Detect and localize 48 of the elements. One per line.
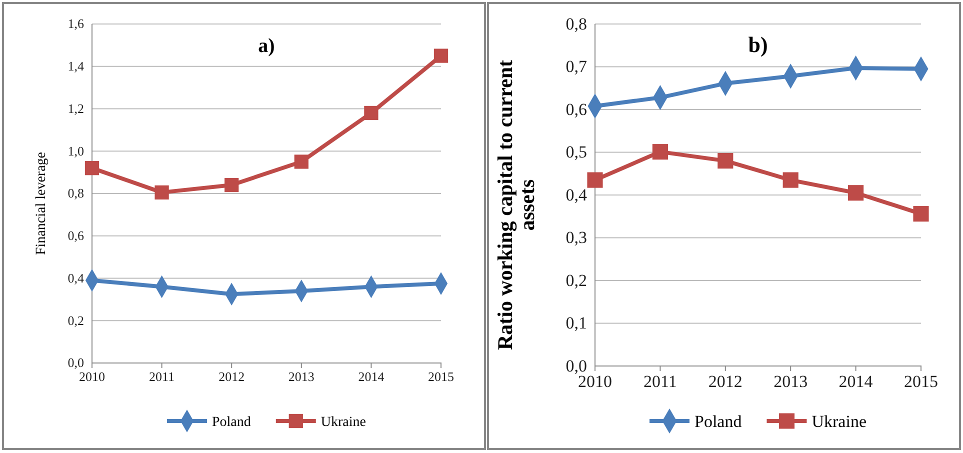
x-tick-label: 2015 [904, 372, 938, 392]
y-tick-label: 1,4 [68, 58, 84, 74]
y-axis-title: Financial leverage [34, 152, 49, 256]
point [652, 144, 668, 160]
legend-label: Ukraine [320, 414, 366, 430]
point [587, 172, 603, 188]
x-tick-label: 2013 [288, 369, 314, 384]
x-tick-label: 2012 [218, 369, 245, 384]
y-tick-label: 0,2 [566, 270, 587, 290]
point [224, 178, 239, 192]
y-axis-title: Ratio working capital to current assets [493, 60, 540, 350]
y-tick-label: 0,3 [566, 228, 587, 248]
y-tick-label: 0,4 [566, 185, 588, 204]
point [913, 206, 929, 222]
x-tick-label: 2015 [428, 369, 454, 384]
chart-title: b) [748, 32, 768, 57]
y-tick-label: 1,2 [68, 100, 84, 116]
point [364, 106, 378, 120]
y-tick-label: 1,6 [68, 16, 84, 32]
point [154, 185, 169, 200]
y-tick-label: 0,1 [566, 314, 587, 333]
y-tick-label: 0,5 [566, 142, 587, 162]
y-tick-label: 0,2 [68, 312, 84, 328]
point [294, 154, 308, 169]
y-tick-label: 0,0 [68, 355, 84, 370]
y-tick-label: 0,8 [566, 14, 587, 34]
x-tick-label: 2014 [838, 372, 874, 392]
point [848, 185, 864, 201]
y-tick-label: 0,6 [566, 100, 587, 119]
point [434, 48, 448, 63]
y-tick-label: 0,6 [68, 228, 84, 244]
x-tick-label: 2010 [79, 369, 105, 384]
y-tick-label: 0,4 [68, 270, 84, 286]
text: a) [258, 35, 275, 57]
x-tick-label: 2011 [149, 369, 175, 384]
y-tick-label: 0,8 [68, 186, 84, 201]
y-tick-label: 0,7 [566, 57, 588, 76]
x-tick-label: 2012 [708, 372, 742, 392]
x-tick-label: 2013 [774, 372, 808, 392]
point [782, 172, 798, 188]
x-tick-label: 2014 [358, 369, 385, 384]
y-tick-label: 1,0 [68, 143, 84, 158]
point [718, 153, 734, 169]
point [84, 161, 100, 176]
legend-label: Poland [212, 414, 251, 430]
legend-label: Ukraine [812, 412, 866, 431]
legend-label: Poland [694, 412, 742, 431]
x-tick-label: 2011 [644, 372, 677, 392]
